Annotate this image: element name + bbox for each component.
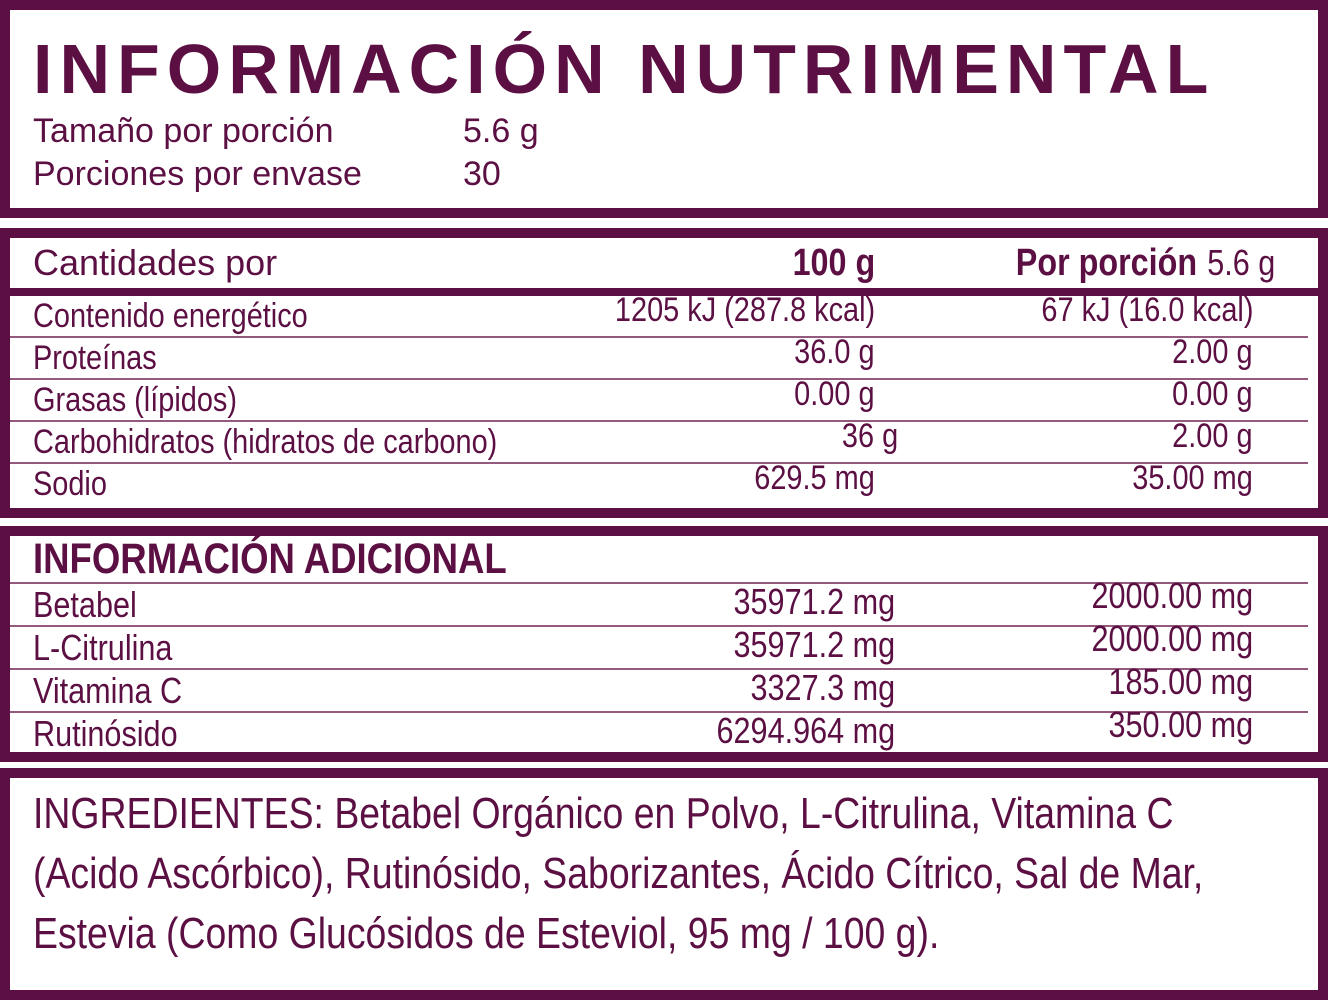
row-label-carbs: Carbohidratos (hidratos de carbono) — [33, 422, 498, 461]
header-thick-divider — [10, 288, 1318, 296]
serving-size-label: Tamaño por porción — [33, 112, 334, 150]
row-label-energy: Contenido energético — [33, 296, 308, 335]
table-row: Carbohidratos (hidratos de carbono) 36 g… — [33, 417, 1295, 462]
row-label-fat: Grasas (lípidos) — [33, 380, 237, 419]
table-row: Grasas (lípidos) 0.00 g 0.00 g — [33, 375, 1295, 420]
ingredients-text-line-3: Estevia (Como Glucósidos de Esteviol, 95… — [33, 909, 940, 958]
row-value-energy-serving: 67 kJ (16.0 kcal) — [1040, 290, 1253, 329]
row-value-sodium-serving: 35.00 mg — [1132, 458, 1253, 497]
row-divider — [10, 462, 1308, 464]
row-value-vitamina-c-100g: 3327.3 mg — [750, 666, 895, 708]
header-box: INFORMACIÓN NUTRIMENTAL Tamaño por porci… — [0, 0, 1328, 218]
row-label-betabel: Betabel — [33, 583, 137, 625]
ingredients-box: INGREDIENTES: Betabel Orgánico en Polvo,… — [0, 768, 1328, 1000]
table-header-per-100g: 100 g — [535, 242, 875, 285]
table-header-per-serving: Por porción 5.6 g — [875, 242, 1295, 285]
row-divider — [10, 625, 1308, 627]
table-row: Rutinósido 6294.964 mg 350.00 mg — [33, 704, 1295, 754]
row-divider — [10, 582, 1308, 584]
table-row: L-Citrulina 35971.2 mg 2000.00 mg — [33, 618, 1295, 668]
table-header-amounts: Cantidades por — [33, 242, 278, 283]
ingredients-line: Estevia (Como Glucósidos de Esteviol, 95… — [33, 904, 1295, 964]
per-serving-wrap: Por porción 5.6 g — [1015, 242, 1275, 285]
ingredients-text-line-1: INGREDIENTES: Betabel Orgánico en Polvo,… — [33, 789, 1174, 838]
row-value-citrulina-100g: 35971.2 mg — [733, 623, 895, 665]
row-label-sodium: Sodio — [33, 464, 107, 503]
row-label-vitamina-c: Vitamina C — [33, 669, 183, 711]
row-value-citrulina-serving: 2000.00 mg — [1091, 617, 1253, 659]
additional-info-title-row: INFORMACIÓN ADICIONAL — [33, 534, 1295, 583]
additional-info-title: INFORMACIÓN ADICIONAL — [33, 534, 507, 583]
ingredients-line: INGREDIENTES: Betabel Orgánico en Polvo,… — [33, 784, 1295, 844]
serving-size-row: Tamaño por porción 5.6 g — [33, 110, 1295, 153]
row-label-protein: Proteínas — [33, 338, 157, 377]
row-divider — [10, 378, 1308, 380]
ingredients-text-line-2: (Acido Ascórbico), Rutinósido, Saborizan… — [33, 849, 1204, 898]
row-value-fat-100g: 0.00 g — [794, 374, 875, 413]
row-value-fat-serving: 0.00 g — [1172, 374, 1253, 413]
row-value-betabel-serving: 2000.00 mg — [1091, 574, 1253, 616]
table-header-row: Cantidades por 100 g Por porción 5.6 g — [33, 238, 1295, 288]
row-value-betabel-100g: 35971.2 mg — [733, 580, 895, 622]
table-row: Contenido energético 1205 kJ (287.8 kcal… — [33, 291, 1295, 336]
row-divider — [10, 668, 1308, 670]
servings-per-container-label: Porciones por envase — [33, 155, 362, 193]
nutrition-table-box: Cantidades por 100 g Por porción 5.6 g Co… — [0, 228, 1328, 518]
row-value-energy-100g: 1205 kJ (287.8 kcal) — [614, 290, 875, 329]
additional-info-box: INFORMACIÓN ADICIONAL Betabel 35971.2 mg… — [0, 526, 1328, 762]
row-divider — [10, 420, 1308, 422]
row-value-carbs-serving: 2.00 g — [1172, 416, 1253, 455]
ingredients-line: (Acido Ascórbico), Rutinósido, Saborizan… — [33, 844, 1295, 904]
row-label-citrulina: L-Citrulina — [33, 626, 173, 668]
row-value-rutinosido-serving: 350.00 mg — [1108, 703, 1253, 745]
row-value-protein-serving: 2.00 g — [1172, 332, 1253, 371]
table-row: Vitamina C 3327.3 mg 185.00 mg — [33, 661, 1295, 711]
table-row: Betabel 35971.2 mg 2000.00 mg — [33, 575, 1295, 625]
row-value-protein-100g: 36.0 g — [794, 332, 875, 371]
page-title: INFORMACIÓN NUTRIMENTAL — [33, 30, 1216, 108]
per-serving-text: Por porción — [1015, 241, 1197, 284]
row-divider — [10, 336, 1308, 338]
row-label-rutinosido: Rutinósido — [33, 712, 178, 754]
table-row: Proteínas 36.0 g 2.00 g — [33, 333, 1295, 378]
servings-per-container-row: Porciones por envase 30 — [33, 153, 1295, 196]
table-row: Sodio 629.5 mg 35.00 mg — [33, 459, 1295, 504]
per-serving-size: 5.6 g — [1206, 241, 1275, 283]
row-value-sodium-100g: 629.5 mg — [754, 458, 875, 497]
servings-per-container-value: 30 — [463, 155, 501, 193]
per-100g-text: 100 g — [792, 241, 875, 284]
row-value-rutinosido-100g: 6294.964 mg — [716, 709, 895, 751]
row-value-carbs-100g: 36 g — [842, 416, 899, 455]
row-divider — [10, 711, 1308, 713]
row-value-vitamina-c-serving: 185.00 mg — [1108, 660, 1253, 702]
serving-size-value: 5.6 g — [463, 112, 539, 150]
